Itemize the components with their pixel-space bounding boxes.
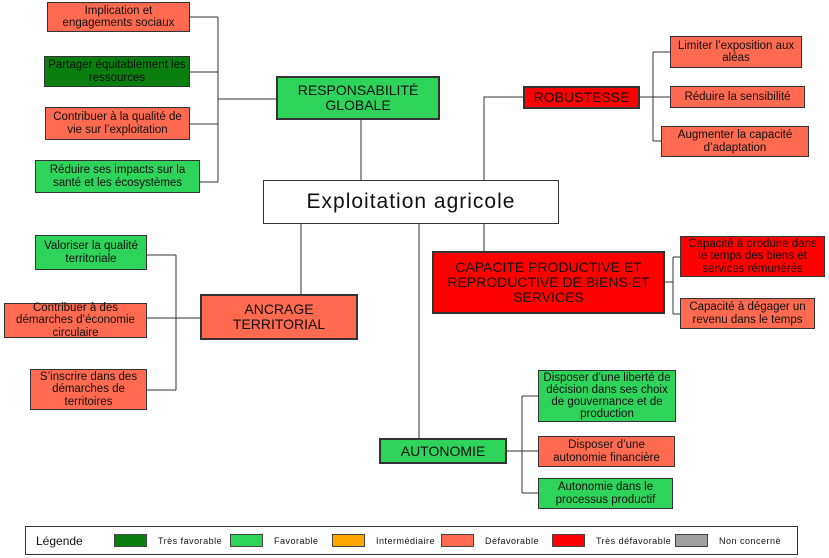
item-capacite-produire: Capacité à produire dans le temps des bi… — [680, 236, 825, 277]
legend-label-non-concerne: Non concerné — [719, 536, 782, 546]
item-limiter-exposition: Limiter l’exposition aux aléas — [670, 36, 802, 68]
item-liberte-decision: Disposer d’une liberté de décision dans … — [538, 370, 676, 422]
item-autonomie-processus: Autonomie dans le processus productif — [538, 478, 673, 509]
item-economie-circulaire: Contribuer à des démarches d’économie ci… — [4, 302, 147, 339]
legend-swatch-favorable — [230, 534, 263, 547]
ancrage-label: ANCRAGE TERRITORIAL — [232, 301, 326, 332]
legend-swatch-tres-favorable — [114, 534, 147, 547]
legend-swatch-tres-defavorable — [552, 534, 585, 547]
item-augmenter-adaptation: Augmenter la capacité d’adaptation — [661, 126, 809, 157]
item-implication: Implication et engagements sociaux — [47, 2, 190, 32]
legend-swatch-non-concerne — [675, 534, 708, 547]
legend-label-defavorable: Défavorable — [485, 536, 540, 546]
responsabilite-label: RESPONSABILITÉ GLOBALE — [297, 82, 419, 113]
root-label: Exploitation agricole — [306, 189, 516, 213]
node-capacite-productive: CAPACITE PRODUCTIVE ET REPRODUCTIVE DE B… — [432, 251, 665, 314]
item-valoriser-qualite: Valoriser la qualité territoriale — [35, 235, 147, 270]
root-node: Exploitation agricole — [263, 180, 559, 224]
item-capacite-revenu: Capacité à dégager un revenu dans le tem… — [680, 298, 815, 329]
item-partager-ressources: Partager équitablement les ressources — [44, 56, 190, 87]
node-ancrage-territorial: ANCRAGE TERRITORIAL — [200, 294, 358, 340]
autonomie-label: AUTONOMIE — [400, 442, 486, 459]
capacite-label: CAPACITE PRODUCTIVE ET REPRODUCTIVE DE B… — [447, 259, 650, 305]
node-robustesse: ROBUSTESSE — [523, 86, 640, 109]
node-responsabilite-globale: RESPONSABILITÉ GLOBALE — [276, 76, 440, 120]
legend-label-tres-defavorable: Très défavorable — [596, 536, 672, 546]
legend-label-tres-favorable: Très favorable — [158, 536, 223, 546]
item-autonomie-financiere: Disposer d’une autonomie financière — [538, 436, 675, 467]
legend-label-intermediaire: Intermédiaire — [376, 536, 436, 546]
legend-swatch-intermediaire — [332, 534, 365, 547]
item-reduire-impacts: Réduire ses impacts sur la santé et les … — [35, 160, 200, 193]
legend-title: Légende — [36, 534, 83, 548]
robustesse-label: ROBUSTESSE — [533, 89, 630, 106]
legend: Légende Très favorable Favorable Intermé… — [25, 526, 798, 555]
legend-swatch-defavorable — [441, 534, 474, 547]
item-qualite-de-vie: Contribuer à la qualité de vie sur l’exp… — [45, 107, 190, 140]
legend-label-favorable: Favorable — [274, 536, 319, 546]
node-autonomie: AUTONOMIE — [379, 438, 507, 464]
item-reduire-sensibilite: Réduire la sensibilité — [670, 86, 805, 108]
item-demarches-territoires: S’inscrire dans des démarches de territo… — [30, 369, 147, 410]
